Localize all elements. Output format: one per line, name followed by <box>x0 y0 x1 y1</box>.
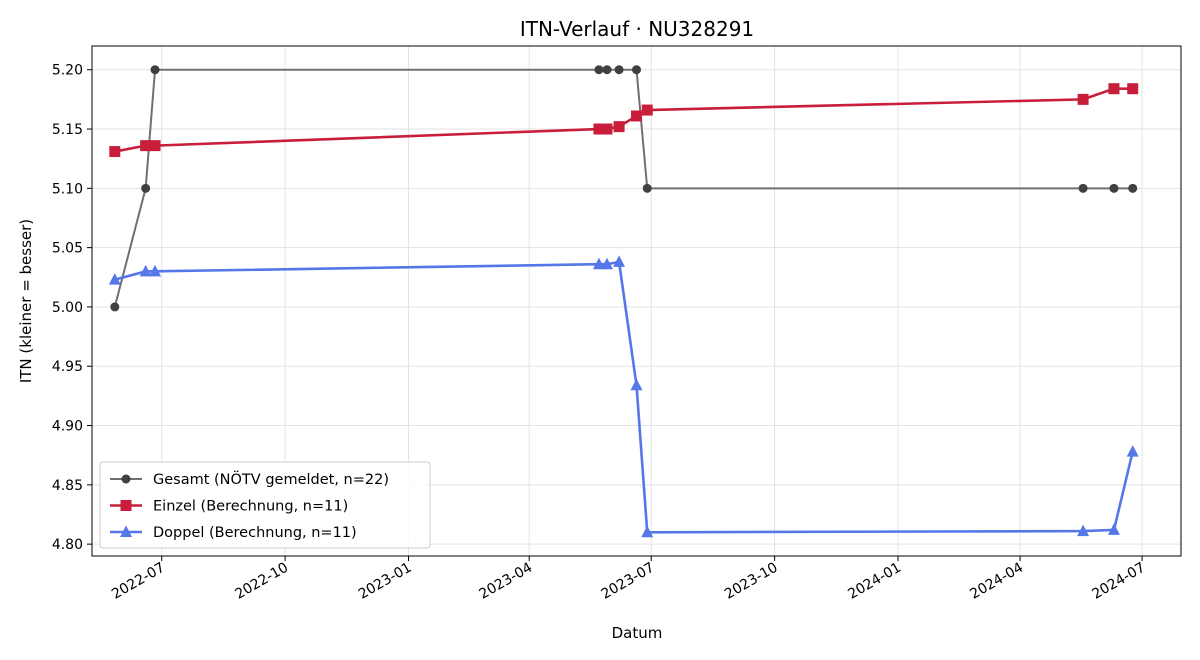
legend-label: Doppel (Berechnung, n=11) <box>153 525 357 541</box>
data-point <box>149 140 161 152</box>
x-tick-label: 2024-07 <box>1089 560 1148 603</box>
y-tick-label: 5.00 <box>52 300 83 316</box>
legend-marker <box>120 500 132 511</box>
data-point <box>109 146 121 158</box>
y-tick-label: 4.95 <box>52 359 83 375</box>
data-point <box>613 121 625 133</box>
data-point <box>614 65 624 75</box>
x-tick-label: 2023-10 <box>722 560 781 603</box>
data-point <box>1078 183 1088 193</box>
data-point <box>600 257 613 270</box>
data-point <box>602 65 612 75</box>
data-point <box>150 65 160 75</box>
data-point <box>632 65 641 75</box>
legend-item-1: Gesamt (NÖTV gemeldet, n=22) <box>110 470 389 488</box>
series-layer <box>108 65 1139 538</box>
data-point <box>139 264 152 277</box>
data-point <box>149 264 162 277</box>
data-point <box>613 255 626 267</box>
data-point <box>1107 523 1120 535</box>
x-tick-label: 2024-04 <box>967 560 1026 603</box>
series-2 <box>109 83 1139 158</box>
legend-marker <box>120 525 132 537</box>
x-tick-label: 2022-07 <box>109 560 168 603</box>
legend-label: Einzel (Berechnung, n=11) <box>153 499 348 515</box>
data-point <box>1077 524 1090 537</box>
x-tick-label: 2023-07 <box>599 560 658 603</box>
y-tick-label: 5.10 <box>52 181 83 197</box>
legend-marker <box>121 474 131 484</box>
chart-title: ITN-Verlauf · NU328291 <box>520 17 754 41</box>
series-3 <box>108 255 1139 538</box>
data-point <box>630 378 643 391</box>
legend-item-3: Doppel (Berechnung, n=11) <box>110 525 357 541</box>
data-point <box>641 525 654 538</box>
plot-frame <box>91 45 1182 557</box>
data-point <box>593 123 605 135</box>
data-point <box>642 183 652 193</box>
y-tick-label: 5.20 <box>52 63 83 79</box>
y-tick-label: 4.90 <box>52 419 83 435</box>
data-point <box>641 104 653 116</box>
data-point <box>140 140 152 152</box>
y-tick-label: 5.15 <box>52 122 83 138</box>
x-tick-label: 2023-01 <box>356 560 415 603</box>
x-tick-label: 2024-01 <box>845 560 904 603</box>
data-point <box>108 273 121 285</box>
x-tick-label: 2022-10 <box>232 560 291 603</box>
data-point <box>601 123 613 135</box>
legend: Gesamt (NÖTV gemeldet, n=22) Einzel (Bere… <box>99 461 431 549</box>
data-point <box>1109 183 1119 193</box>
data-point <box>631 110 642 122</box>
x-axis: 2022-07 2022-10 2023-01 2023-04 2023-07 2023-… <box>109 556 1148 603</box>
y-axis: 4.80 4.85 4.90 4.95 5.00 5.05 5.10 5.15 5.20 <box>52 63 92 553</box>
legend-box <box>99 461 431 549</box>
y-tick-label: 4.85 <box>52 478 83 494</box>
data-point <box>141 183 151 193</box>
legend-label: Gesamt (NÖTV gemeldet, n=22) <box>153 470 389 488</box>
y-axis-label: ITN (kleiner = besser) <box>17 219 35 383</box>
y-tick-label: 5.05 <box>52 241 83 257</box>
series-line <box>114 87 1133 153</box>
x-axis-label: Datum <box>612 624 663 642</box>
data-point <box>592 257 605 270</box>
data-point <box>1108 83 1120 95</box>
legend-item-2: Einzel (Berechnung, n=11) <box>110 499 348 515</box>
data-point <box>594 65 604 75</box>
data-point <box>1127 83 1139 95</box>
series-1 <box>110 65 1138 312</box>
y-tick-label: 4.80 <box>52 537 83 553</box>
x-tick-label: 2023-04 <box>477 560 536 603</box>
data-point <box>110 302 120 312</box>
data-point <box>1126 445 1139 457</box>
data-point <box>1077 93 1089 105</box>
data-point <box>1128 183 1138 193</box>
